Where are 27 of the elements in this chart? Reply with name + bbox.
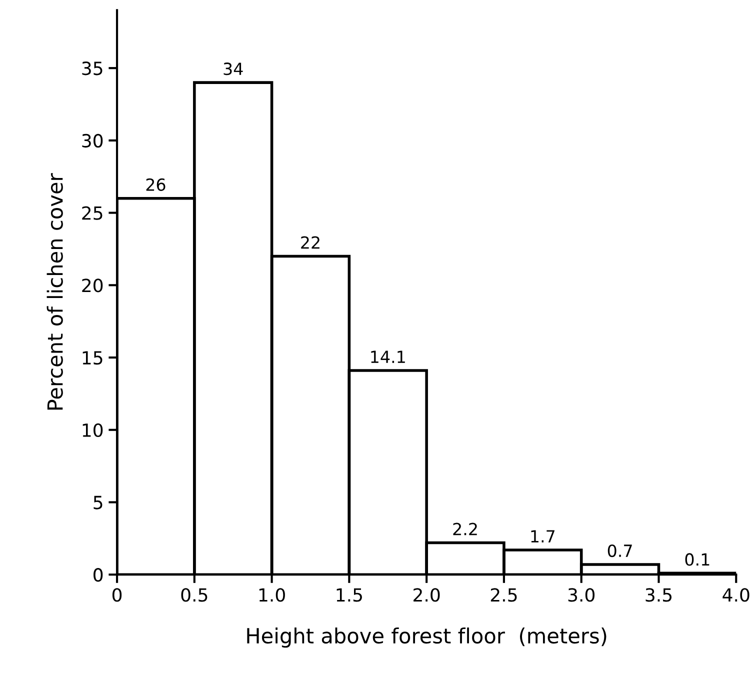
x-tick-label: 3.5 bbox=[646, 588, 672, 602]
data-label: 0.7 bbox=[608, 544, 632, 558]
data-label: 26 bbox=[146, 178, 166, 191]
y-tick-label: 10 bbox=[82, 423, 103, 437]
data-label: 1.7 bbox=[531, 530, 554, 542]
data-label: 2.2 bbox=[453, 522, 477, 536]
y-axis-title: Percent of lichen cover bbox=[46, 173, 63, 410]
y-tick-label: 35 bbox=[82, 62, 102, 76]
y-tick-label: 30 bbox=[82, 134, 103, 148]
x-tick-label: 4.0 bbox=[722, 588, 750, 602]
y-tick-label: 5 bbox=[94, 496, 102, 510]
y-tick-label: 15 bbox=[82, 351, 102, 365]
y-tick-label: 0 bbox=[94, 568, 103, 582]
x-tick-label: 0.5 bbox=[181, 588, 208, 602]
x-tick-label: 2.5 bbox=[490, 588, 517, 602]
x-tick-label: 1.5 bbox=[336, 588, 362, 602]
data-label: 0.1 bbox=[685, 553, 710, 566]
y-tick-label: 25 bbox=[82, 206, 102, 220]
data-label: 22 bbox=[301, 236, 320, 249]
data-label: 34 bbox=[224, 62, 243, 76]
x-tick-label: 2.0 bbox=[414, 588, 440, 602]
y-tick-label: 20 bbox=[82, 278, 103, 292]
x-axis-title: Height above forest floor (meters) bbox=[247, 627, 606, 648]
x-tick-label: 0 bbox=[112, 588, 122, 602]
data-label: 14.1 bbox=[371, 350, 405, 363]
x-tick-label: 3.0 bbox=[568, 588, 595, 602]
x-tick-label: 1.0 bbox=[259, 588, 285, 602]
